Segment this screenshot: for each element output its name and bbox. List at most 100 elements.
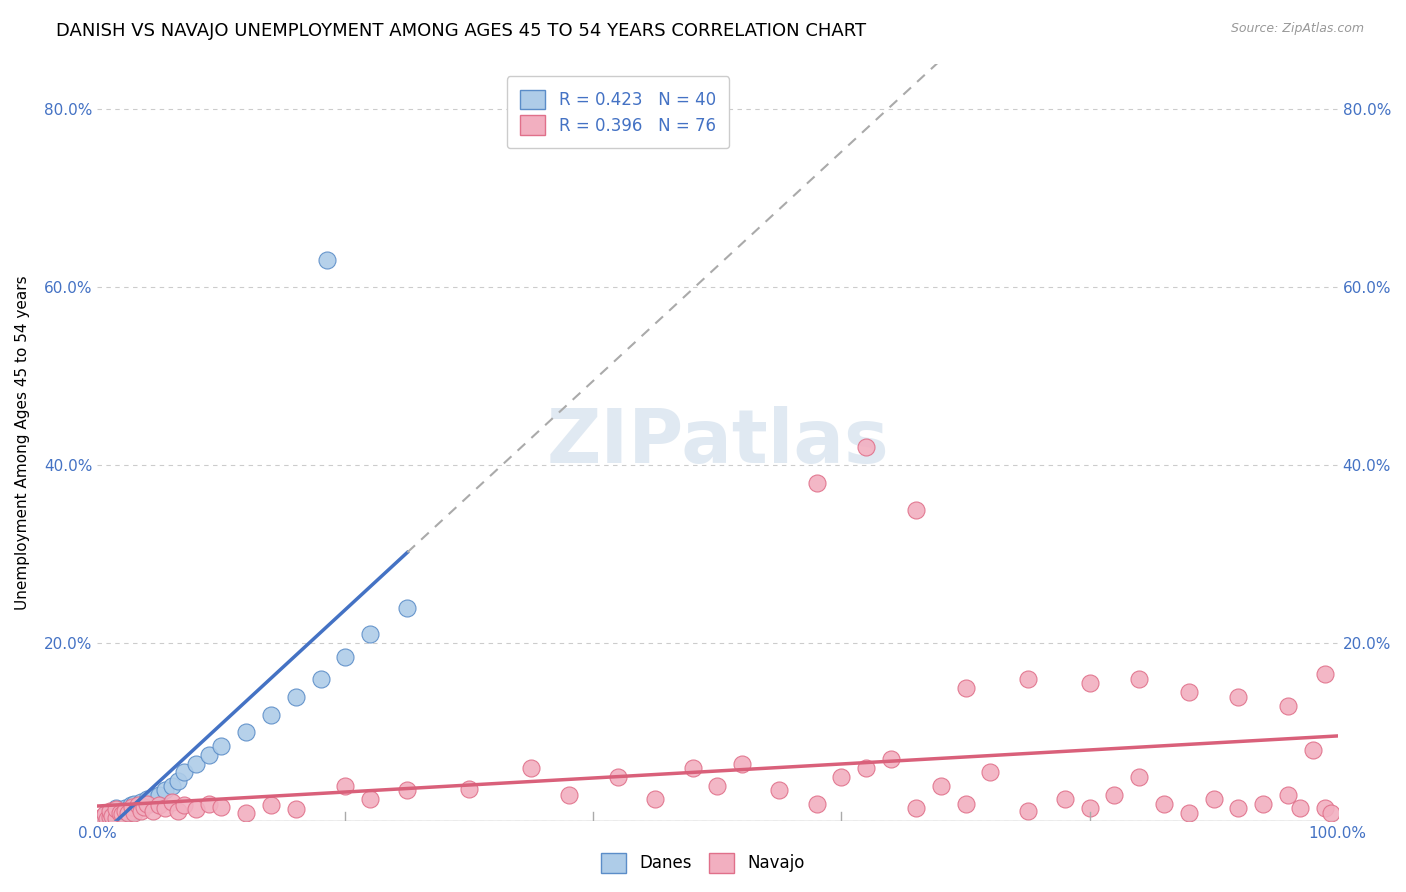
Point <box>93 810 115 824</box>
Point <box>198 747 221 762</box>
Point <box>127 801 149 815</box>
Point <box>1128 770 1150 784</box>
Point <box>120 798 142 813</box>
Point <box>335 649 357 664</box>
Point <box>186 802 208 816</box>
Point <box>91 810 114 824</box>
Point <box>114 804 136 818</box>
Point <box>1277 788 1299 802</box>
Text: Source: ZipAtlas.com: Source: ZipAtlas.com <box>1230 22 1364 36</box>
Point <box>167 804 190 818</box>
Point <box>173 798 195 813</box>
Point <box>1078 801 1101 815</box>
Point <box>138 797 160 811</box>
Point <box>127 798 149 813</box>
Point <box>114 807 136 822</box>
Point <box>117 805 139 820</box>
Point <box>160 795 183 809</box>
Point <box>101 811 124 825</box>
Text: ZIPatlas: ZIPatlas <box>546 406 889 479</box>
Point <box>806 797 828 811</box>
Point <box>904 801 927 815</box>
Point <box>135 792 157 806</box>
Point <box>103 804 125 818</box>
Point <box>520 761 543 775</box>
Point <box>260 798 283 813</box>
Point <box>1153 797 1175 811</box>
Point <box>155 801 177 815</box>
Point <box>855 761 877 775</box>
Point <box>1227 690 1250 704</box>
Point <box>955 681 977 695</box>
Point <box>98 805 121 820</box>
Point <box>114 801 136 815</box>
Point <box>557 788 579 802</box>
Point <box>98 804 121 818</box>
Point <box>93 807 115 822</box>
Point <box>108 805 131 820</box>
Point <box>129 795 152 809</box>
Point <box>1017 804 1039 818</box>
Point <box>101 809 124 823</box>
Point <box>1302 743 1324 757</box>
Point <box>396 783 419 797</box>
Point <box>1178 685 1201 699</box>
Point <box>359 792 381 806</box>
Point <box>148 788 170 802</box>
Point <box>1017 672 1039 686</box>
Point <box>284 690 307 704</box>
Y-axis label: Unemployment Among Ages 45 to 54 years: Unemployment Among Ages 45 to 54 years <box>15 276 30 610</box>
Point <box>104 801 127 815</box>
Legend: R = 0.423   N = 40, R = 0.396   N = 76: R = 0.423 N = 40, R = 0.396 N = 76 <box>508 76 730 148</box>
Point <box>173 765 195 780</box>
Point <box>955 797 977 811</box>
Point <box>108 805 131 820</box>
Point <box>124 805 146 820</box>
Point <box>96 812 118 826</box>
Point <box>124 804 146 818</box>
Point <box>96 812 118 826</box>
Point <box>155 783 177 797</box>
Point <box>309 672 332 686</box>
Point <box>94 807 117 822</box>
Point <box>904 502 927 516</box>
Point <box>830 770 852 784</box>
Text: DANISH VS NAVAJO UNEMPLOYMENT AMONG AGES 45 TO 54 YEARS CORRELATION CHART: DANISH VS NAVAJO UNEMPLOYMENT AMONG AGES… <box>56 22 866 40</box>
Point <box>1320 805 1343 820</box>
Point <box>260 707 283 722</box>
Point <box>124 797 146 811</box>
Point <box>134 798 156 813</box>
Point <box>1251 797 1274 811</box>
Point <box>142 789 165 804</box>
Point <box>458 782 481 797</box>
Point <box>1078 676 1101 690</box>
Point <box>682 761 704 775</box>
Point <box>129 804 152 818</box>
Point <box>284 802 307 816</box>
Point <box>104 811 127 825</box>
Point <box>142 804 165 818</box>
Point <box>880 752 903 766</box>
Point <box>134 800 156 814</box>
Point <box>979 765 1001 780</box>
Point <box>396 600 419 615</box>
Point <box>121 800 143 814</box>
Point <box>98 810 121 824</box>
Point <box>1277 698 1299 713</box>
Point <box>104 802 127 816</box>
Point <box>731 756 754 771</box>
Point <box>167 774 190 789</box>
Point <box>315 253 337 268</box>
Point <box>1104 788 1126 802</box>
Point <box>209 739 232 753</box>
Point <box>855 440 877 454</box>
Point <box>607 770 630 784</box>
Point <box>1178 805 1201 820</box>
Point <box>335 779 357 793</box>
Point <box>1128 672 1150 686</box>
Point <box>1315 667 1337 681</box>
Point <box>806 475 828 490</box>
Point <box>706 779 728 793</box>
Point <box>186 756 208 771</box>
Point <box>160 779 183 793</box>
